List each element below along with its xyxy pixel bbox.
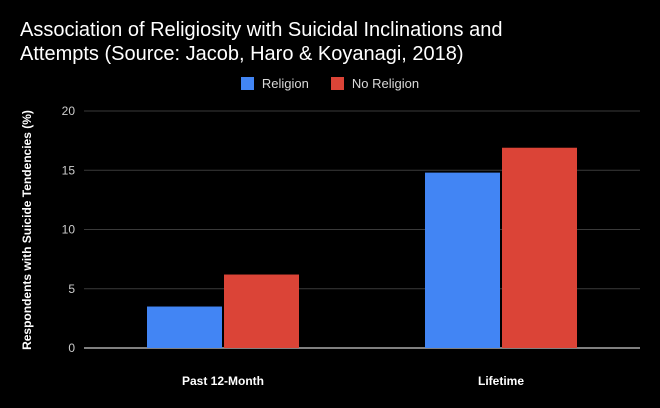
- legend-label-no-religion: No Religion: [351, 76, 420, 91]
- legend-item-religion: Religion: [240, 76, 309, 91]
- x-tick-label: Lifetime: [478, 374, 524, 388]
- y-tick-label: 0: [68, 341, 75, 355]
- x-axis-ticks: Past 12-Month Lifetime: [182, 374, 524, 388]
- bar: [502, 147, 577, 348]
- y-axis-ticks: 0 5 10 15 20: [62, 104, 76, 355]
- y-tick-label: 5: [68, 282, 75, 296]
- legend-swatch-no-religion: [330, 77, 344, 90]
- y-tick-label: 10: [62, 223, 76, 237]
- legend-swatch-religion: [240, 77, 254, 90]
- bar: [224, 274, 299, 348]
- chart-title: Association of Religiosity with Suicidal…: [20, 18, 640, 66]
- y-axis-label: Respondents with Suicide Tendencies (%): [20, 110, 34, 350]
- legend-item-no-religion: No Religion: [330, 76, 420, 91]
- chart-title-line-2: Attempts (Source: Jacob, Haro & Koyanagi…: [20, 43, 464, 65]
- chart-legend: Religion No Religion: [0, 76, 660, 91]
- chart-title-line-1: Association of Religiosity with Suicidal…: [20, 19, 503, 41]
- y-tick-label: 20: [62, 104, 76, 118]
- bar: [147, 306, 222, 348]
- x-tick-label: Past 12-Month: [182, 374, 264, 388]
- bar: [425, 172, 500, 348]
- legend-label-religion: Religion: [261, 76, 309, 91]
- bars: [147, 147, 577, 348]
- y-tick-label: 15: [62, 163, 76, 177]
